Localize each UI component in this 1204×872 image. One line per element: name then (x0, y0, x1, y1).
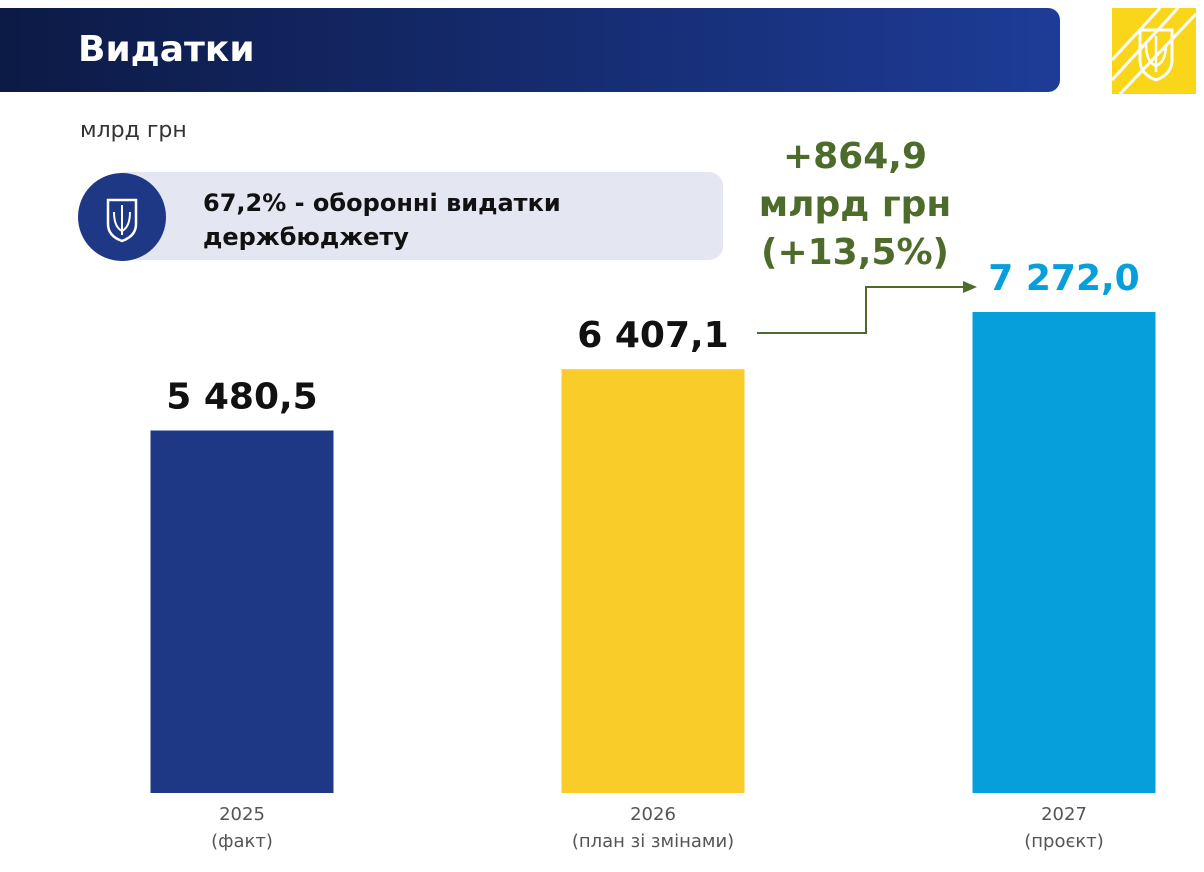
bar (150, 430, 334, 793)
bar (972, 312, 1156, 793)
x-tick-note: (факт) (211, 831, 273, 852)
x-tick-note: (проєкт) (1024, 831, 1104, 852)
growth-arrow (757, 286, 965, 334)
x-tick-label: 2026 (630, 804, 676, 825)
callout-box (110, 172, 723, 260)
value-label: 5 480,5 (166, 376, 317, 417)
value-label: 6 407,1 (577, 315, 728, 356)
callout-icon (78, 173, 166, 261)
x-tick-note: (план зі змінами) (572, 831, 734, 852)
growth-annotation: млрд грн (759, 184, 952, 225)
callout-text: 67,2% - оборонні видатки (203, 189, 561, 217)
growth-annotation: +864,9 (783, 136, 927, 177)
x-tick-label: 2027 (1041, 804, 1087, 825)
page-title: Видатки (78, 29, 255, 70)
header-bar (0, 8, 1060, 92)
unit-label: млрд грн (80, 118, 187, 143)
growth-annotation: (+13,5%) (761, 232, 949, 273)
arrow-head (963, 281, 977, 293)
value-label: 7 272,0 (988, 258, 1139, 299)
logo (1110, 6, 1198, 96)
bar (561, 369, 745, 793)
x-tick-label: 2025 (219, 804, 265, 825)
callout-text: держбюджету (203, 223, 409, 251)
